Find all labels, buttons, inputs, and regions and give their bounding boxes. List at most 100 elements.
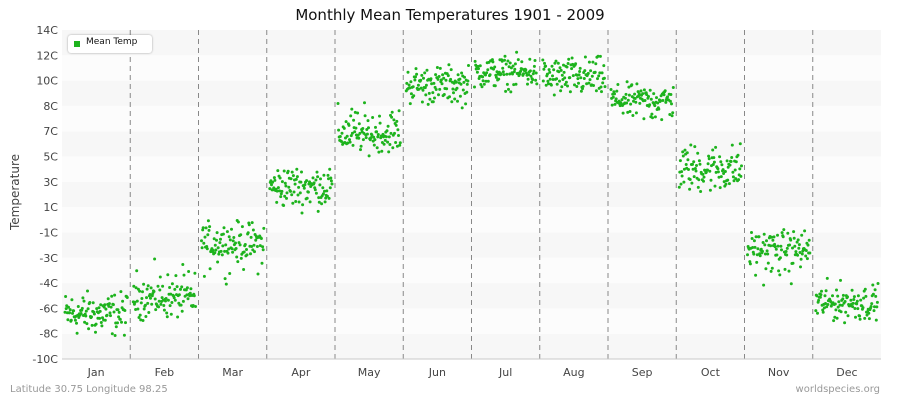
data-point <box>414 75 417 79</box>
data-point <box>272 186 276 190</box>
data-point <box>185 286 189 290</box>
y-tick-label: 8C <box>43 100 58 113</box>
data-point <box>805 257 809 261</box>
data-point <box>662 93 666 97</box>
data-point <box>670 114 674 118</box>
data-point <box>347 123 351 127</box>
data-point <box>94 330 97 334</box>
data-point <box>562 63 565 67</box>
data-point <box>683 148 687 152</box>
data-point <box>138 289 142 293</box>
data-point <box>688 187 692 191</box>
data-point <box>769 244 773 248</box>
data-point <box>781 235 785 239</box>
data-point <box>629 102 633 106</box>
data-point <box>668 99 672 103</box>
data-point <box>693 145 697 149</box>
data-point <box>275 189 279 193</box>
data-point <box>628 110 632 113</box>
data-point <box>271 180 275 184</box>
data-point <box>690 181 694 185</box>
data-point <box>761 241 765 244</box>
data-point <box>844 310 848 314</box>
data-point <box>473 85 476 89</box>
data-point <box>189 287 193 291</box>
data-point <box>283 194 287 198</box>
data-point <box>533 59 537 62</box>
data-point <box>134 286 138 290</box>
data-point <box>641 92 645 96</box>
data-point <box>208 225 212 229</box>
data-point <box>119 290 123 294</box>
data-point <box>245 248 248 251</box>
data-point <box>776 244 780 248</box>
data-point <box>567 57 571 61</box>
data-point <box>659 99 663 103</box>
data-point <box>589 69 593 73</box>
data-point <box>835 316 839 320</box>
data-point <box>821 310 825 314</box>
data-point <box>682 180 686 184</box>
data-point <box>497 77 501 81</box>
data-point <box>532 69 536 73</box>
data-point <box>772 235 776 239</box>
data-point <box>852 298 856 301</box>
data-point <box>748 260 752 264</box>
data-point <box>419 86 423 90</box>
data-point <box>508 72 512 76</box>
data-point <box>692 175 696 179</box>
data-point <box>278 176 282 180</box>
data-point <box>146 301 150 305</box>
data-point <box>420 73 424 77</box>
data-point <box>578 66 582 70</box>
data-point <box>695 164 698 167</box>
data-point <box>757 235 761 239</box>
data-point <box>839 278 842 282</box>
data-point <box>175 285 179 289</box>
data-point <box>766 261 770 265</box>
x-tick-label: Apr <box>291 366 311 379</box>
data-point <box>512 83 516 87</box>
data-point <box>800 252 804 256</box>
data-point <box>796 238 800 242</box>
data-point <box>864 294 868 298</box>
data-point <box>554 59 558 63</box>
data-point <box>625 80 629 84</box>
data-point <box>501 70 505 74</box>
data-point <box>481 79 485 83</box>
data-point <box>770 266 774 270</box>
data-point <box>240 225 244 229</box>
data-point <box>387 150 391 154</box>
data-point <box>875 300 879 304</box>
data-point <box>462 80 466 84</box>
data-point <box>456 73 460 77</box>
data-point <box>139 301 143 305</box>
data-point <box>150 294 154 298</box>
data-point <box>369 136 373 140</box>
data-point <box>64 307 68 311</box>
data-point <box>859 298 863 302</box>
data-point <box>677 185 681 189</box>
data-point <box>711 163 715 166</box>
data-point <box>398 143 402 147</box>
data-point <box>520 60 524 64</box>
data-point <box>680 174 684 178</box>
data-point <box>655 96 658 100</box>
data-point <box>691 167 695 171</box>
data-point <box>140 297 144 300</box>
data-point <box>752 239 756 243</box>
data-point <box>282 204 286 207</box>
data-point <box>632 99 635 103</box>
data-point <box>746 253 749 257</box>
data-point <box>188 291 192 295</box>
data-point <box>279 195 283 199</box>
data-point <box>391 146 395 150</box>
data-point <box>713 184 717 188</box>
data-point <box>858 317 862 321</box>
data-point <box>417 87 421 91</box>
data-point <box>836 294 840 298</box>
background-band <box>62 257 881 284</box>
data-point <box>480 85 484 89</box>
data-point <box>325 194 329 198</box>
